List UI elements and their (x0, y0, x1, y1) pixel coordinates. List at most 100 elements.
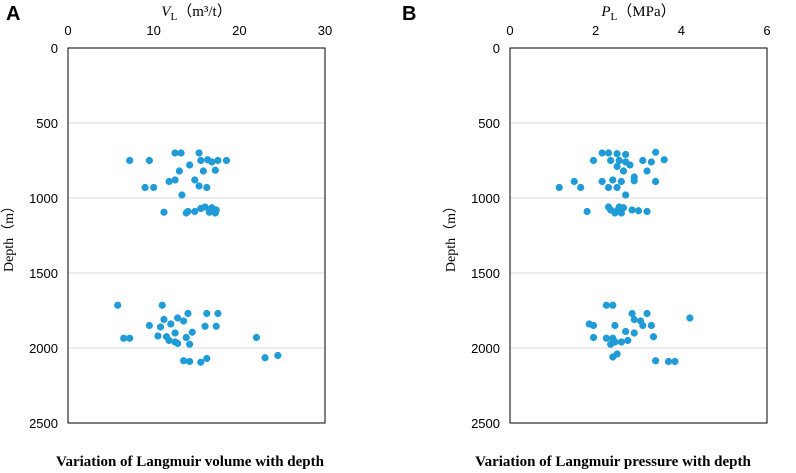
data-point (639, 156, 647, 165)
data-point (191, 207, 199, 216)
y-tick-label: 2000 (29, 341, 58, 356)
data-point (178, 191, 186, 199)
x-axis-label-var: P (600, 4, 610, 20)
data-point (643, 167, 651, 175)
data-point (602, 301, 610, 309)
data-point (609, 301, 617, 309)
data-point (126, 334, 134, 342)
panel-label: B (402, 3, 416, 25)
x-axis-label-var: V (161, 4, 172, 20)
data-point (652, 357, 660, 365)
y-axis-label: Depth（m） (443, 199, 459, 272)
x-tick-label: 6 (763, 23, 770, 38)
data-point (182, 209, 190, 217)
data-point (180, 317, 188, 325)
data-point (184, 309, 192, 318)
data-point (160, 208, 168, 216)
data-point (165, 177, 173, 186)
x-tick-label: 30 (318, 23, 332, 38)
data-point (197, 156, 205, 165)
y-tick-label: 500 (36, 116, 58, 131)
data-point (630, 177, 638, 185)
data-point (624, 336, 632, 345)
x-axis-label: VL（m³/t） (161, 3, 231, 23)
data-point (598, 177, 606, 186)
x-axis-label-sub: L (611, 11, 618, 23)
data-point (165, 336, 173, 345)
data-point (630, 329, 638, 337)
data-point (167, 320, 175, 328)
data-point (186, 357, 194, 366)
data-point (154, 332, 162, 340)
data-point (570, 177, 578, 186)
x-tick-label: 4 (678, 23, 685, 38)
chart-caption: Variation of Langmuir pressure with dept… (475, 454, 751, 470)
data-point (158, 301, 166, 309)
data-point (555, 183, 563, 192)
data-point (622, 191, 630, 199)
x-tick-label: 2 (592, 23, 599, 38)
data-point (212, 322, 220, 330)
data-point (664, 357, 673, 366)
data-point (628, 206, 636, 214)
data-point (604, 183, 613, 192)
data-point (126, 156, 134, 165)
panel-label: A (6, 3, 20, 25)
data-point (274, 351, 282, 360)
chart-panel-b: B 0 2 4 6 0 500 1000 1500 2000 2500 PL（MPa） Depth（m）… (402, 3, 771, 470)
data-point (195, 182, 203, 190)
x-tick-label: 0 (506, 23, 513, 38)
data-point (214, 156, 222, 165)
y-tick-label: 500 (478, 116, 500, 131)
data-point (211, 209, 219, 217)
data-point (609, 176, 617, 184)
data-point (628, 309, 636, 318)
data-point (222, 156, 231, 165)
x-axis-label-unit: （MPa） (617, 3, 675, 20)
data-point (647, 158, 655, 166)
data-point (611, 321, 619, 330)
y-tick-label: 0 (51, 41, 58, 56)
data-point (175, 167, 183, 175)
y-tick-label: 2500 (471, 416, 500, 431)
data-point (686, 314, 694, 322)
x-axis-label-sub: L (170, 11, 177, 23)
data-point (583, 207, 591, 216)
y-tick-label: 2500 (29, 416, 58, 431)
data-point (626, 161, 634, 169)
data-point (619, 167, 628, 175)
data-point (199, 167, 207, 175)
data-point (261, 354, 269, 362)
data-point (186, 161, 194, 169)
data-point (145, 321, 153, 330)
data-point (120, 334, 128, 342)
y-tick-label: 1000 (29, 191, 58, 206)
data-point (615, 156, 623, 165)
y-tick-label: 0 (493, 41, 500, 56)
data-point (177, 149, 185, 157)
y-tick-label: 1500 (471, 266, 500, 281)
y-tick-label: 2000 (471, 341, 500, 356)
data-point (150, 183, 158, 192)
data-point (141, 183, 149, 192)
data-point (171, 149, 179, 157)
data-point (607, 340, 615, 348)
data-point (203, 183, 211, 192)
data-point (602, 334, 610, 342)
data-point (660, 156, 668, 164)
data-point (182, 333, 190, 342)
data-point (617, 209, 625, 217)
data-point (180, 357, 188, 365)
data-point (622, 150, 630, 159)
x-tick-label: 20 (232, 23, 246, 38)
data-point (201, 322, 209, 330)
data-point (639, 321, 647, 330)
data-point (617, 177, 625, 186)
y-tick-label: 1000 (471, 191, 500, 206)
chart-panel-a: A 0 10 20 30 0 500 1000 1500 2000 2500 VL（m³/t） Dept… (1, 3, 332, 470)
data-point (211, 166, 219, 174)
data-point (652, 148, 660, 156)
data-point (203, 354, 211, 363)
y-axis-label: Depth（m） (1, 199, 17, 272)
